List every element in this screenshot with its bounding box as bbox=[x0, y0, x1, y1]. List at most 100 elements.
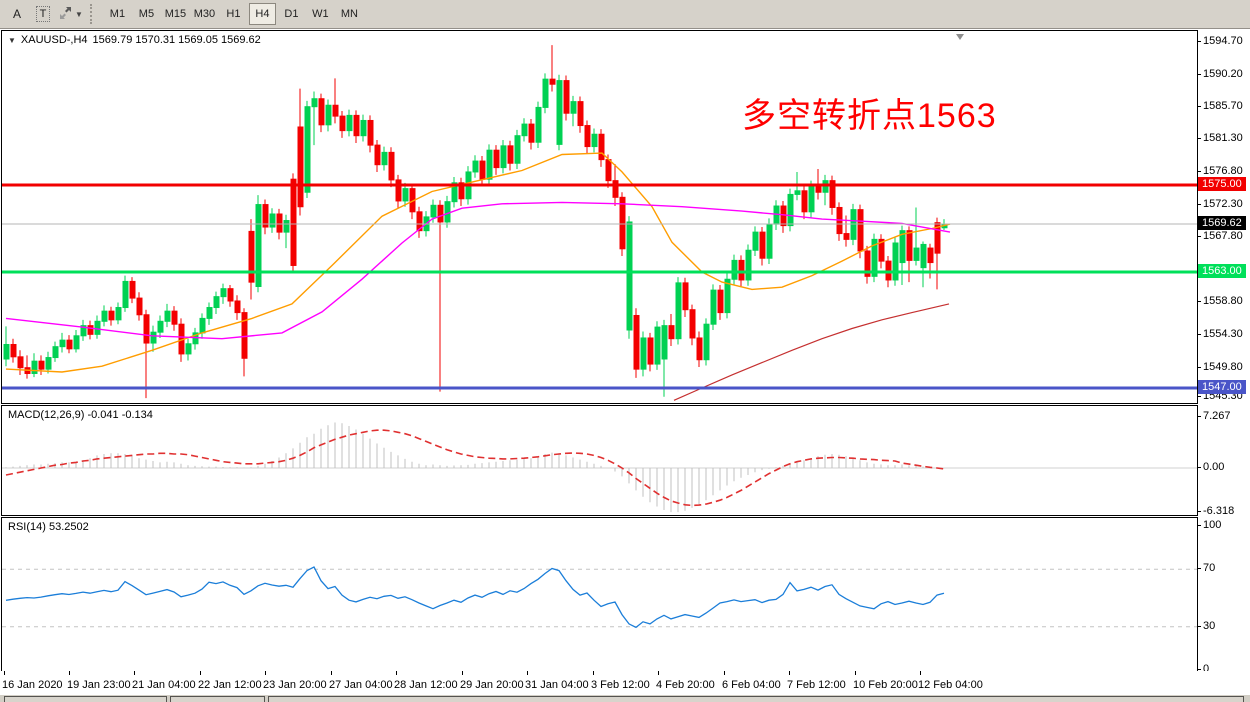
time-axis-label: 12 Feb 04:00 bbox=[918, 679, 983, 691]
candle bbox=[766, 223, 773, 259]
candle bbox=[584, 125, 591, 148]
candle bbox=[150, 331, 157, 344]
candle bbox=[45, 357, 52, 370]
axis-tick-label: 30 bbox=[1196, 619, 1216, 632]
chart-symbol-period: XAUUSD-,H4 bbox=[20, 34, 88, 46]
arrows-icon bbox=[58, 6, 73, 23]
timeframe-button-M30[interactable]: M30 bbox=[193, 8, 216, 20]
window-tab[interactable] bbox=[170, 696, 265, 702]
time-axis-label: 29 Jan 20:00 bbox=[460, 679, 524, 691]
timeframe-button-MN[interactable]: MN bbox=[340, 8, 358, 20]
time-axis-label: 22 Jan 12:00 bbox=[198, 679, 262, 691]
time-axis-label: 21 Jan 04:00 bbox=[132, 679, 196, 691]
axis-tick-label: 1585.70 bbox=[1197, 100, 1243, 113]
time-axis[interactable]: 16 Jan 2020 19 Jan 23:00 21 Jan 04:00 22 Ja… bbox=[0, 671, 1250, 695]
time-tick bbox=[265, 671, 266, 675]
window-tab[interactable] bbox=[4, 696, 167, 702]
candle bbox=[87, 325, 94, 335]
candle bbox=[304, 106, 311, 193]
candle bbox=[864, 250, 871, 277]
timeframe-button-M15[interactable]: M15 bbox=[164, 8, 187, 20]
time-tick bbox=[593, 671, 594, 675]
candle bbox=[668, 325, 675, 340]
ma-slow-line bbox=[673, 303, 950, 401]
price-level-badge: 1575.00 bbox=[1198, 176, 1246, 191]
chart-title: ▼ XAUUSD-,H4 1569.79 1570.31 1569.05 156… bbox=[8, 34, 261, 46]
axis-tick-label: 100 bbox=[1196, 519, 1222, 531]
font-tool-button[interactable]: A bbox=[12, 7, 21, 21]
bottom-window-strip bbox=[0, 695, 1250, 702]
candle bbox=[234, 300, 241, 314]
candle bbox=[563, 80, 570, 114]
timeframe-button-W1[interactable]: W1 bbox=[312, 8, 329, 20]
candle bbox=[458, 182, 465, 200]
candle bbox=[675, 282, 682, 340]
price-level-badge: 1547.00 bbox=[1198, 379, 1246, 394]
price-chart-pane[interactable]: ▼ XAUUSD-,H4 1569.79 1570.31 1569.05 156… bbox=[1, 30, 1198, 404]
rsi-label: RSI(14) 53.2502 bbox=[8, 521, 89, 533]
macd-label: MACD(12,26,9) -0.041 -0.134 bbox=[8, 409, 153, 421]
axis-tick-label: -6.318 bbox=[1196, 505, 1235, 518]
time-tick bbox=[134, 671, 135, 675]
candle bbox=[479, 160, 486, 180]
macd-canvas[interactable] bbox=[2, 406, 1197, 515]
window-tab[interactable] bbox=[268, 696, 1244, 702]
time-axis-label: 28 Jan 12:00 bbox=[394, 679, 458, 691]
candle bbox=[605, 159, 612, 182]
candle bbox=[808, 185, 815, 213]
candle bbox=[388, 151, 395, 181]
candle bbox=[703, 323, 710, 361]
chart-shift-marker-icon[interactable] bbox=[956, 34, 964, 40]
collapse-arrow-icon[interactable]: ▼ bbox=[8, 35, 16, 45]
axis-tick-label: 1581.30 bbox=[1197, 132, 1243, 145]
candle bbox=[612, 180, 619, 198]
candle bbox=[227, 288, 234, 302]
candle bbox=[80, 325, 87, 337]
rsi-pane[interactable]: RSI(14) 53.2502 bbox=[1, 517, 1198, 673]
rsi-canvas[interactable] bbox=[2, 518, 1197, 672]
candlestick-canvas[interactable] bbox=[2, 31, 1197, 403]
time-tick bbox=[724, 671, 725, 675]
candle bbox=[346, 114, 353, 132]
candle bbox=[283, 220, 290, 233]
candle bbox=[360, 119, 367, 137]
axis-tick-label: 1590.20 bbox=[1197, 67, 1243, 80]
time-tick bbox=[920, 671, 921, 675]
time-tick bbox=[527, 671, 528, 675]
time-tick bbox=[4, 671, 5, 675]
timeframe-button-H1[interactable]: H1 bbox=[226, 8, 241, 20]
candle bbox=[73, 335, 80, 350]
time-axis-label: 19 Jan 23:00 bbox=[67, 679, 131, 691]
candle bbox=[598, 133, 605, 161]
candle bbox=[570, 101, 577, 114]
candle bbox=[311, 98, 318, 108]
candle bbox=[31, 360, 38, 374]
candle bbox=[696, 337, 703, 361]
candle bbox=[731, 259, 738, 280]
timeframe-button-M5[interactable]: M5 bbox=[138, 8, 155, 20]
time-tick bbox=[789, 671, 790, 675]
axis-tick-label: 1567.80 bbox=[1197, 230, 1243, 243]
timeframe-button-M1[interactable]: M1 bbox=[109, 8, 126, 20]
candle bbox=[269, 213, 276, 228]
candle bbox=[108, 310, 115, 321]
axis-tick-label: 70 bbox=[1196, 562, 1216, 575]
macd-pane[interactable]: MACD(12,26,9) -0.041 -0.134 bbox=[1, 405, 1198, 516]
time-axis-label: 23 Jan 20:00 bbox=[263, 679, 327, 691]
price-level-badge: 1563.00 bbox=[1198, 263, 1246, 278]
candle bbox=[430, 204, 437, 218]
timeframe-button-H4[interactable]: H4 bbox=[248, 3, 276, 25]
candle bbox=[738, 259, 745, 281]
axis-tick-label: 1576.80 bbox=[1197, 164, 1243, 177]
time-axis-label: 4 Feb 20:00 bbox=[656, 679, 715, 691]
candle bbox=[10, 343, 17, 358]
timeframe-button-D1[interactable]: D1 bbox=[284, 8, 299, 20]
time-axis-label: 31 Jan 04:00 bbox=[525, 679, 589, 691]
candle bbox=[682, 282, 689, 311]
arrows-tool-button[interactable]: ▼ bbox=[57, 3, 84, 25]
time-tick bbox=[331, 671, 332, 675]
candle bbox=[129, 280, 136, 299]
candle bbox=[171, 310, 178, 325]
text-tool-button[interactable]: T bbox=[31, 3, 55, 25]
time-tick bbox=[69, 671, 70, 675]
